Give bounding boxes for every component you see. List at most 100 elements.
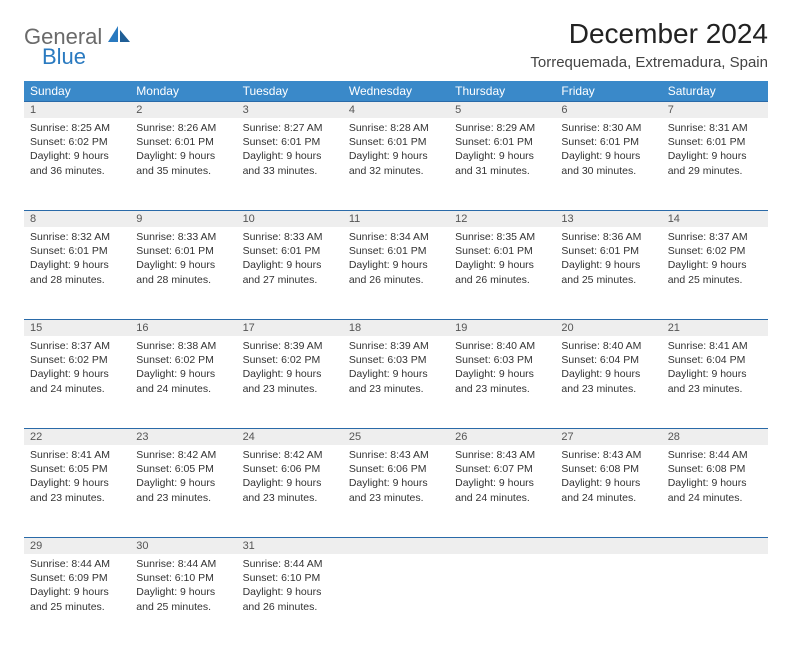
sunset-text: Sunset: 6:07 PM bbox=[455, 462, 549, 476]
day-number: 14 bbox=[662, 210, 768, 227]
day-cell: Sunrise: 8:36 AMSunset: 6:01 PMDaylight:… bbox=[555, 227, 661, 319]
day-cell: Sunrise: 8:27 AMSunset: 6:01 PMDaylight:… bbox=[237, 118, 343, 210]
sunrise-text: Sunrise: 8:42 AM bbox=[136, 448, 230, 462]
day-cell: Sunrise: 8:44 AMSunset: 6:10 PMDaylight:… bbox=[237, 554, 343, 646]
daynum-row: 15161718192021 bbox=[24, 319, 768, 336]
sunset-text: Sunset: 6:01 PM bbox=[136, 244, 230, 258]
daylight-text: Daylight: 9 hours and 26 minutes. bbox=[243, 585, 337, 613]
day-cell bbox=[449, 554, 555, 646]
day-number: 28 bbox=[662, 428, 768, 445]
day-number: 5 bbox=[449, 101, 555, 118]
day-number: 15 bbox=[24, 319, 130, 336]
daylight-text: Daylight: 9 hours and 23 minutes. bbox=[349, 476, 443, 504]
day-cell: Sunrise: 8:26 AMSunset: 6:01 PMDaylight:… bbox=[130, 118, 236, 210]
day-cell: Sunrise: 8:44 AMSunset: 6:08 PMDaylight:… bbox=[662, 445, 768, 537]
daynum-row: 22232425262728 bbox=[24, 428, 768, 445]
sunset-text: Sunset: 6:06 PM bbox=[349, 462, 443, 476]
sunrise-text: Sunrise: 8:37 AM bbox=[668, 230, 762, 244]
calendar-table: Sunday Monday Tuesday Wednesday Thursday… bbox=[24, 81, 768, 646]
daylight-text: Daylight: 9 hours and 27 minutes. bbox=[243, 258, 337, 286]
day-number: 7 bbox=[662, 101, 768, 118]
daylight-text: Daylight: 9 hours and 25 minutes. bbox=[668, 258, 762, 286]
weekday-header: Tuesday bbox=[237, 81, 343, 101]
sunrise-text: Sunrise: 8:43 AM bbox=[349, 448, 443, 462]
daylight-text: Daylight: 9 hours and 30 minutes. bbox=[561, 149, 655, 177]
day-cell: Sunrise: 8:35 AMSunset: 6:01 PMDaylight:… bbox=[449, 227, 555, 319]
day-cell bbox=[555, 554, 661, 646]
day-number: 16 bbox=[130, 319, 236, 336]
day-number: 1 bbox=[24, 101, 130, 118]
day-cell: Sunrise: 8:32 AMSunset: 6:01 PMDaylight:… bbox=[24, 227, 130, 319]
day-number bbox=[449, 537, 555, 554]
sunset-text: Sunset: 6:10 PM bbox=[136, 571, 230, 585]
day-number: 29 bbox=[24, 537, 130, 554]
sunrise-text: Sunrise: 8:43 AM bbox=[455, 448, 549, 462]
weekday-header: Thursday bbox=[449, 81, 555, 101]
day-number bbox=[555, 537, 661, 554]
daylight-text: Daylight: 9 hours and 25 minutes. bbox=[136, 585, 230, 613]
week-row: Sunrise: 8:41 AMSunset: 6:05 PMDaylight:… bbox=[24, 445, 768, 537]
title-block: December 2024 Torrequemada, Extremadura,… bbox=[530, 18, 768, 71]
sunrise-text: Sunrise: 8:41 AM bbox=[30, 448, 124, 462]
day-cell: Sunrise: 8:41 AMSunset: 6:05 PMDaylight:… bbox=[24, 445, 130, 537]
weekday-header: Sunday bbox=[24, 81, 130, 101]
sunset-text: Sunset: 6:05 PM bbox=[30, 462, 124, 476]
sunrise-text: Sunrise: 8:39 AM bbox=[349, 339, 443, 353]
logo-sail-icon bbox=[106, 33, 132, 47]
daylight-text: Daylight: 9 hours and 24 minutes. bbox=[136, 367, 230, 395]
day-cell: Sunrise: 8:42 AMSunset: 6:06 PMDaylight:… bbox=[237, 445, 343, 537]
day-cell: Sunrise: 8:44 AMSunset: 6:10 PMDaylight:… bbox=[130, 554, 236, 646]
day-number: 6 bbox=[555, 101, 661, 118]
weekday-header: Wednesday bbox=[343, 81, 449, 101]
daylight-text: Daylight: 9 hours and 26 minutes. bbox=[349, 258, 443, 286]
daylight-text: Daylight: 9 hours and 26 minutes. bbox=[455, 258, 549, 286]
daylight-text: Daylight: 9 hours and 23 minutes. bbox=[243, 367, 337, 395]
sunset-text: Sunset: 6:04 PM bbox=[668, 353, 762, 367]
sunrise-text: Sunrise: 8:40 AM bbox=[561, 339, 655, 353]
day-number: 24 bbox=[237, 428, 343, 445]
sunrise-text: Sunrise: 8:44 AM bbox=[30, 557, 124, 571]
day-cell: Sunrise: 8:28 AMSunset: 6:01 PMDaylight:… bbox=[343, 118, 449, 210]
sunset-text: Sunset: 6:06 PM bbox=[243, 462, 337, 476]
sunrise-text: Sunrise: 8:30 AM bbox=[561, 121, 655, 135]
sunset-text: Sunset: 6:01 PM bbox=[561, 244, 655, 258]
sunrise-text: Sunrise: 8:33 AM bbox=[243, 230, 337, 244]
daylight-text: Daylight: 9 hours and 24 minutes. bbox=[30, 367, 124, 395]
week-row: Sunrise: 8:25 AMSunset: 6:02 PMDaylight:… bbox=[24, 118, 768, 210]
daylight-text: Daylight: 9 hours and 32 minutes. bbox=[349, 149, 443, 177]
sunset-text: Sunset: 6:03 PM bbox=[455, 353, 549, 367]
day-number: 20 bbox=[555, 319, 661, 336]
day-number: 21 bbox=[662, 319, 768, 336]
day-cell: Sunrise: 8:43 AMSunset: 6:07 PMDaylight:… bbox=[449, 445, 555, 537]
daynum-row: 1234567 bbox=[24, 101, 768, 118]
day-cell: Sunrise: 8:37 AMSunset: 6:02 PMDaylight:… bbox=[24, 336, 130, 428]
sunrise-text: Sunrise: 8:42 AM bbox=[243, 448, 337, 462]
day-cell: Sunrise: 8:41 AMSunset: 6:04 PMDaylight:… bbox=[662, 336, 768, 428]
sunrise-text: Sunrise: 8:34 AM bbox=[349, 230, 443, 244]
day-cell: Sunrise: 8:43 AMSunset: 6:06 PMDaylight:… bbox=[343, 445, 449, 537]
day-cell: Sunrise: 8:33 AMSunset: 6:01 PMDaylight:… bbox=[130, 227, 236, 319]
weekday-header: Friday bbox=[555, 81, 661, 101]
day-cell: Sunrise: 8:39 AMSunset: 6:02 PMDaylight:… bbox=[237, 336, 343, 428]
logo-text-blue: Blue bbox=[42, 46, 132, 68]
daylight-text: Daylight: 9 hours and 24 minutes. bbox=[561, 476, 655, 504]
month-title: December 2024 bbox=[530, 18, 768, 50]
sunrise-text: Sunrise: 8:40 AM bbox=[455, 339, 549, 353]
day-cell: Sunrise: 8:37 AMSunset: 6:02 PMDaylight:… bbox=[662, 227, 768, 319]
day-number: 26 bbox=[449, 428, 555, 445]
day-cell: Sunrise: 8:42 AMSunset: 6:05 PMDaylight:… bbox=[130, 445, 236, 537]
sunrise-text: Sunrise: 8:38 AM bbox=[136, 339, 230, 353]
sunset-text: Sunset: 6:01 PM bbox=[243, 135, 337, 149]
daylight-text: Daylight: 9 hours and 36 minutes. bbox=[30, 149, 124, 177]
daylight-text: Daylight: 9 hours and 35 minutes. bbox=[136, 149, 230, 177]
daylight-text: Daylight: 9 hours and 25 minutes. bbox=[561, 258, 655, 286]
day-cell: Sunrise: 8:40 AMSunset: 6:04 PMDaylight:… bbox=[555, 336, 661, 428]
day-cell: Sunrise: 8:38 AMSunset: 6:02 PMDaylight:… bbox=[130, 336, 236, 428]
sunset-text: Sunset: 6:08 PM bbox=[561, 462, 655, 476]
day-cell: Sunrise: 8:34 AMSunset: 6:01 PMDaylight:… bbox=[343, 227, 449, 319]
sunset-text: Sunset: 6:01 PM bbox=[349, 244, 443, 258]
sunset-text: Sunset: 6:01 PM bbox=[243, 244, 337, 258]
daylight-text: Daylight: 9 hours and 23 minutes. bbox=[30, 476, 124, 504]
sunrise-text: Sunrise: 8:36 AM bbox=[561, 230, 655, 244]
day-number: 3 bbox=[237, 101, 343, 118]
